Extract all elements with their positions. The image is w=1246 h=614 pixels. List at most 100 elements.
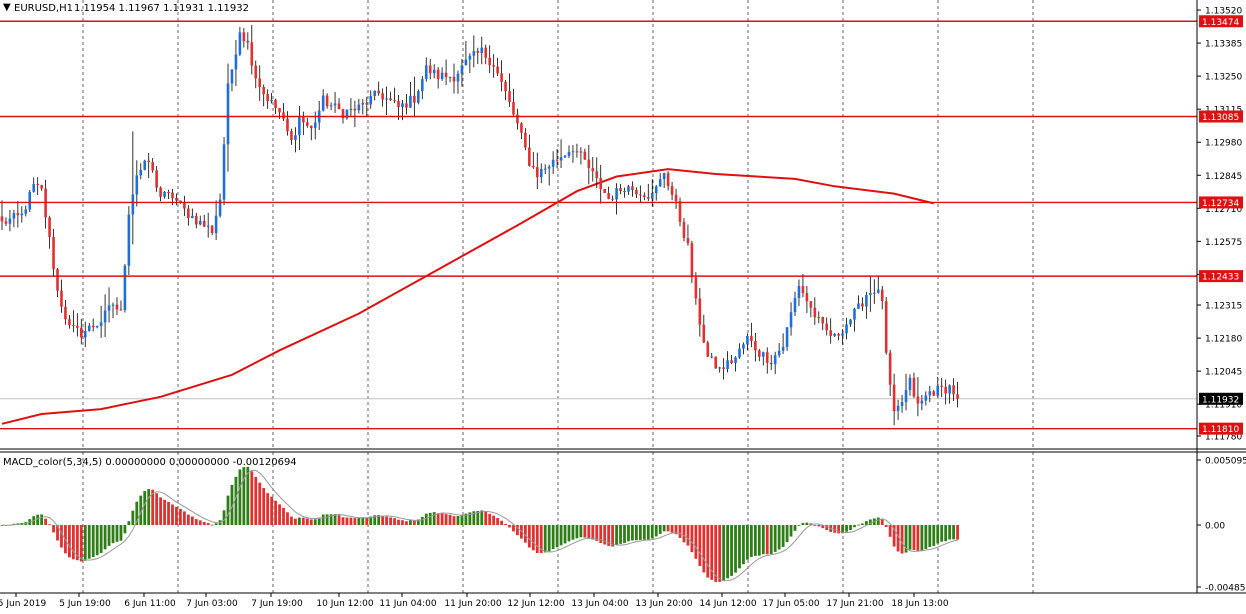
candle (95, 325, 99, 329)
macd-bar (262, 488, 266, 526)
macd-bar (190, 516, 194, 526)
candle-body (559, 157, 563, 161)
candle (270, 92, 273, 104)
candle (64, 300, 67, 325)
macd-bar (623, 525, 626, 543)
level-badge-label: 1.12433 (1202, 273, 1239, 283)
macd-bar (944, 525, 948, 542)
candle (99, 305, 103, 338)
candle (817, 311, 821, 324)
candle (409, 81, 412, 108)
macd-bar (385, 516, 389, 526)
candle (456, 70, 460, 94)
candle-body (607, 193, 610, 199)
macd-bar (841, 525, 844, 534)
candle-body (650, 193, 654, 199)
candle (480, 36, 484, 65)
candle (908, 374, 912, 396)
horizontal-levels-layer[interactable] (0, 20, 1197, 430)
macd-bar (278, 504, 281, 526)
macd-bar (75, 525, 79, 561)
candle (884, 296, 888, 355)
macd-bar (928, 525, 932, 547)
candle-body (48, 217, 51, 237)
macd-bar (186, 514, 190, 526)
macd-bar (242, 467, 246, 526)
macd-bar (274, 500, 277, 526)
candle (298, 106, 301, 151)
candle-body (99, 322, 103, 326)
macd-bar (508, 525, 511, 528)
macd-bar (757, 525, 761, 556)
time-tick-label: 12 Jun 12:00 (507, 599, 564, 609)
candle-body (496, 66, 499, 74)
candle-body (555, 159, 559, 161)
macd-bar (127, 521, 131, 526)
candle (631, 181, 634, 197)
macd-bar (48, 524, 51, 526)
macd-bar (833, 525, 837, 533)
candle-body (147, 160, 151, 163)
candle-body (389, 98, 392, 101)
macd-bar (401, 520, 404, 526)
candle (274, 98, 277, 115)
candle-body (547, 166, 551, 169)
candle (869, 275, 872, 312)
candle-body (226, 83, 230, 145)
macd-bar (167, 501, 170, 526)
candle (516, 108, 519, 130)
candle-body (401, 103, 404, 108)
macd-bar (365, 517, 369, 526)
candle (32, 177, 36, 193)
candle-body (286, 118, 289, 132)
candle-body (535, 167, 539, 178)
candle (789, 302, 793, 336)
candle-body (873, 292, 876, 294)
candle (381, 88, 384, 107)
candle (698, 288, 702, 337)
candle-body (861, 303, 864, 307)
candle (571, 145, 575, 163)
candle-body (674, 194, 678, 202)
macd-bar (531, 525, 535, 551)
candle (773, 351, 777, 375)
candle (539, 163, 543, 184)
macd-bar (567, 525, 571, 542)
candle (662, 172, 666, 189)
macd-bar (282, 507, 285, 526)
candle-body (706, 342, 710, 357)
candle (214, 200, 218, 240)
candle-body (595, 171, 599, 179)
candle-body (95, 325, 99, 328)
macd-bar (163, 499, 166, 526)
candle-body (646, 196, 650, 199)
macd-bar (210, 524, 214, 526)
macd-bar (317, 517, 321, 526)
macd-bar (892, 525, 896, 547)
macd-bar (40, 514, 44, 526)
price-tick-label: 1.13250 (1205, 73, 1242, 83)
candle (658, 173, 662, 187)
candle (646, 183, 650, 202)
macd-bar (222, 510, 226, 526)
candle-body (440, 72, 444, 80)
candle (440, 67, 444, 82)
dropdown-icon[interactable]: ▼ (3, 2, 11, 13)
candle (0, 200, 4, 231)
candle-body (599, 178, 603, 190)
macd-bar (341, 517, 345, 526)
candle-body (432, 69, 436, 74)
candle (714, 356, 717, 369)
candle-body (155, 170, 158, 188)
candle (40, 184, 43, 191)
macd-bar (460, 514, 464, 526)
macd-bar (662, 525, 666, 532)
macd-bar (175, 506, 178, 526)
candle (294, 127, 297, 153)
candle-body (635, 189, 638, 195)
macd-bar (896, 525, 900, 552)
